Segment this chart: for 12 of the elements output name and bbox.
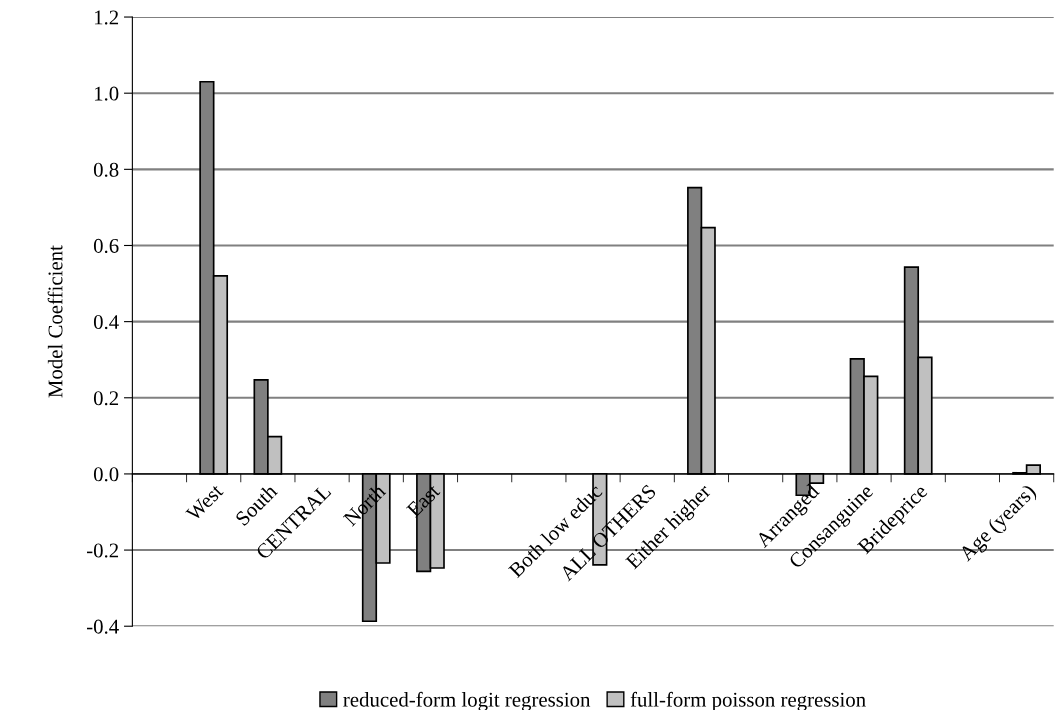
x-tick-label: West [185, 483, 225, 522]
y-tick-label: 1.2 [94, 10, 119, 25]
y-tick-label: -0.4 [86, 619, 119, 634]
y-tick-label: 0.2 [93, 391, 119, 406]
y-tick-label: 1.0 [94, 86, 119, 101]
y-tick-label: 0.0 [93, 467, 119, 482]
y-tick-label: 0.8 [93, 162, 119, 177]
y-axis-title: Model Coefficient [47, 245, 63, 398]
y-tick-label: -0.2 [86, 543, 119, 558]
x-tick-label: East [406, 483, 441, 518]
y-tick-label: 0.4 [93, 315, 119, 330]
y-tick-label: 0.6 [93, 238, 119, 254]
